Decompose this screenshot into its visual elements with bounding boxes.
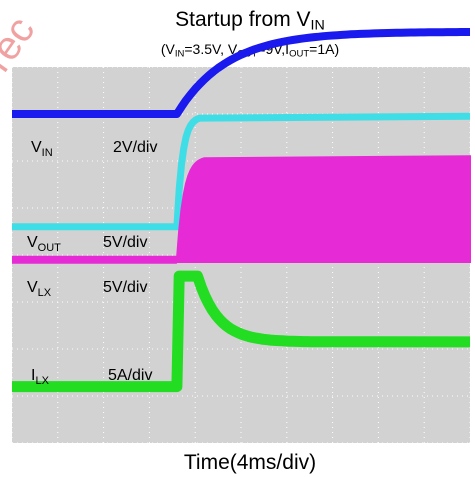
chart-subtitle: (VIN=3.5V, VOUT=9V,IOUT=1A) [160, 41, 340, 60]
trace-vout [12, 112, 471, 231]
chart-title: Startup from VIN [175, 8, 325, 34]
x-axis-label: Time(4ms/div) [183, 451, 317, 474]
channel-label-vin: VIN [31, 139, 53, 159]
channel-label-vlx: VLX [27, 279, 52, 299]
trace-vin [12, 28, 470, 118]
trace-ilx [12, 270, 471, 393]
channel-scale-vin: 2V/div [113, 139, 157, 156]
channel-label-ilx: ILX [31, 367, 50, 387]
channel-label-vout: VOUT [27, 234, 61, 254]
channel-scale-ilx: 5A/div [108, 367, 152, 384]
channel-scale-vout: 5V/div [103, 234, 147, 251]
channel-scale-vlx: 5V/div [103, 279, 147, 296]
trace-vlx-envelope [175, 155, 471, 263]
